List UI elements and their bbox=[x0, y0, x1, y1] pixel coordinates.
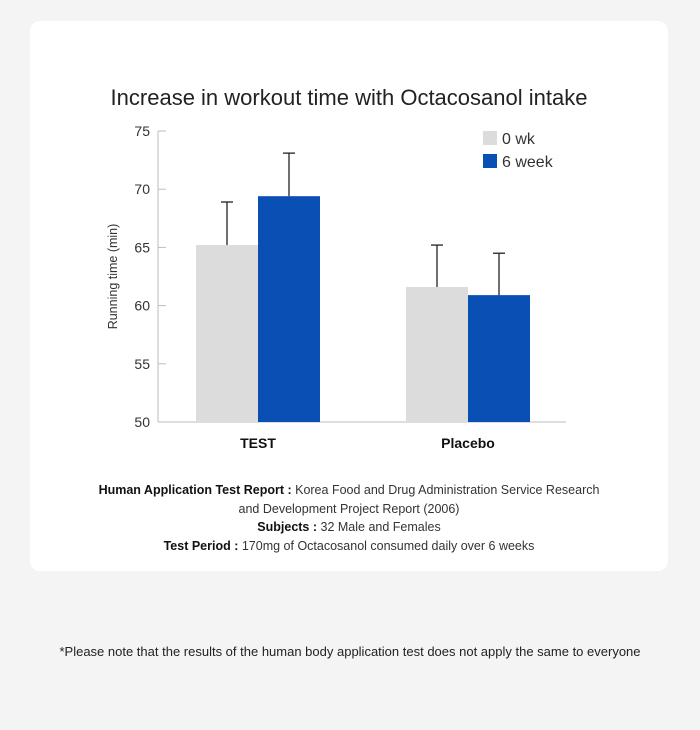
y-tick-label: 70 bbox=[134, 181, 150, 197]
bar bbox=[406, 286, 468, 422]
legend-swatch bbox=[483, 154, 497, 168]
bar bbox=[196, 245, 258, 422]
legend-swatch bbox=[483, 131, 497, 145]
chart-title: Increase in workout time with Octacosano… bbox=[110, 85, 588, 110]
x-tick-label: TEST bbox=[240, 435, 276, 451]
disclaimer: *Please note that the results of the hum… bbox=[59, 644, 641, 659]
y-tick-label: 50 bbox=[134, 414, 150, 430]
report-line: Human Application Test Report : Korea Fo… bbox=[90, 481, 608, 518]
y-tick-label: 65 bbox=[134, 239, 150, 255]
report-text: Korea Food and Drug Administration Servi… bbox=[238, 483, 600, 516]
period-line: Test Period : 170mg of Octacosanol consu… bbox=[90, 537, 608, 556]
bar bbox=[258, 196, 320, 422]
report-label: Human Application Test Report : bbox=[98, 483, 292, 497]
legend-label: 0 wk bbox=[502, 131, 536, 148]
x-tick-label: Placebo bbox=[441, 435, 495, 451]
subjects-line: Subjects : 32 Male and Females bbox=[90, 518, 608, 537]
period-text: 170mg of Octacosanol consumed daily over… bbox=[241, 538, 535, 553]
subjects-text: 32 Male and Females bbox=[320, 520, 441, 534]
bar-chart: 50 55 60 65 70 75 Running time (min) TEST Placeb… bbox=[106, 123, 566, 451]
study-details: Human Application Test Report : Korea Fo… bbox=[90, 481, 608, 555]
period-label: Test Period : bbox=[163, 538, 239, 553]
y-tick-label: 75 bbox=[134, 123, 150, 139]
y-tick-label: 60 bbox=[134, 298, 150, 314]
subjects-label: Subjects : bbox=[257, 520, 318, 534]
y-axis-label: Running time (min) bbox=[106, 224, 120, 330]
chart-card: Increase in workout time with Octacosano… bbox=[30, 21, 668, 571]
y-tick-label: 55 bbox=[134, 356, 150, 372]
bar bbox=[468, 295, 530, 422]
legend-label: 6 week bbox=[502, 154, 554, 171]
